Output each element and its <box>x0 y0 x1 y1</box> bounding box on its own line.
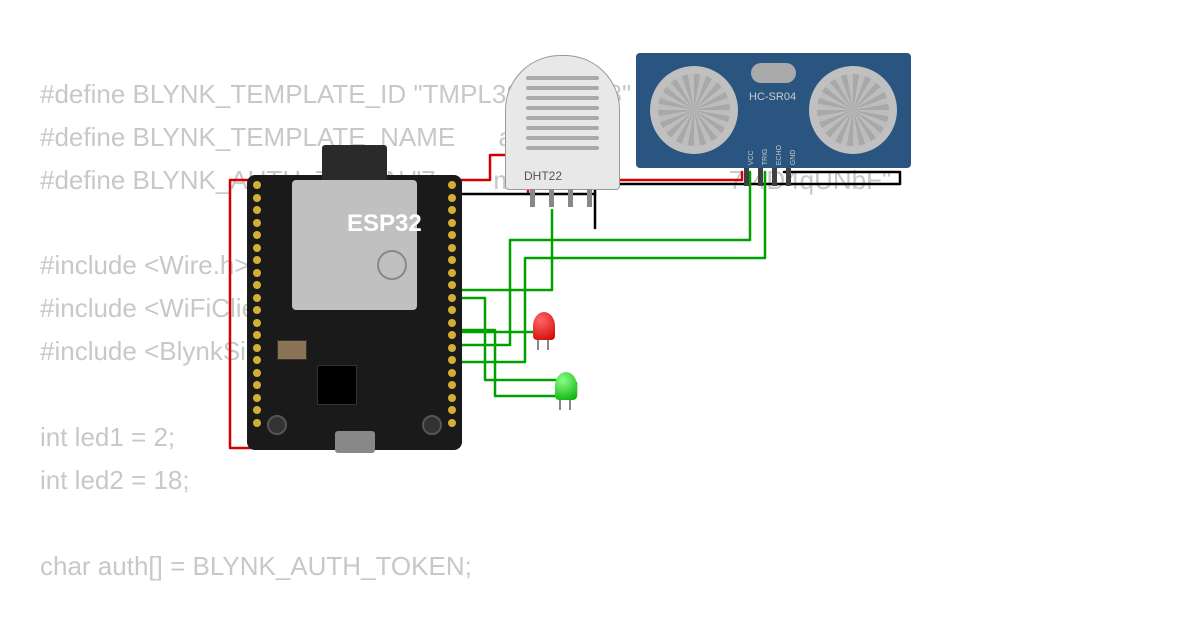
dht22-sensor: DHT22 <box>505 55 620 190</box>
circuit-diagram: ESP32 DHT22 HC-SR04 VCC TRIG ECHO GND <box>0 0 1200 630</box>
esp32-module: ESP32 <box>292 180 417 310</box>
en-button <box>267 415 287 435</box>
pin-row-left <box>253 181 261 427</box>
dht22-label: DHT22 <box>524 169 562 183</box>
led-red <box>533 312 555 340</box>
hcsr04-sensor: HC-SR04 VCC TRIG ECHO GND <box>636 53 911 168</box>
dht22-pins <box>530 189 592 207</box>
boot-button <box>422 415 442 435</box>
esp32-antenna <box>322 145 387 180</box>
sonar-transmitter-icon <box>650 66 738 154</box>
hcsr04-pins <box>744 168 791 186</box>
usb-port-icon <box>335 431 375 453</box>
sonar-receiver-icon <box>809 66 897 154</box>
led-green <box>555 372 577 400</box>
dht22-grille <box>526 76 599 159</box>
chip-icon <box>277 340 307 360</box>
pin-label: VCC <box>745 145 755 165</box>
espressif-logo-icon <box>377 250 407 280</box>
crystal-icon <box>751 63 796 83</box>
pin-row-right <box>448 181 456 427</box>
esp32-label: ESP32 <box>347 210 422 238</box>
pin-label: TRIG <box>759 145 769 165</box>
pin-label: ECHO <box>773 145 783 165</box>
chip-icon <box>317 365 357 405</box>
hcsr04-label: HC-SR04 <box>749 91 796 103</box>
hcsr04-pin-labels: VCC TRIG ECHO GND <box>745 145 797 165</box>
pin-label: GND <box>787 145 797 165</box>
esp32-board: ESP32 <box>247 175 462 450</box>
